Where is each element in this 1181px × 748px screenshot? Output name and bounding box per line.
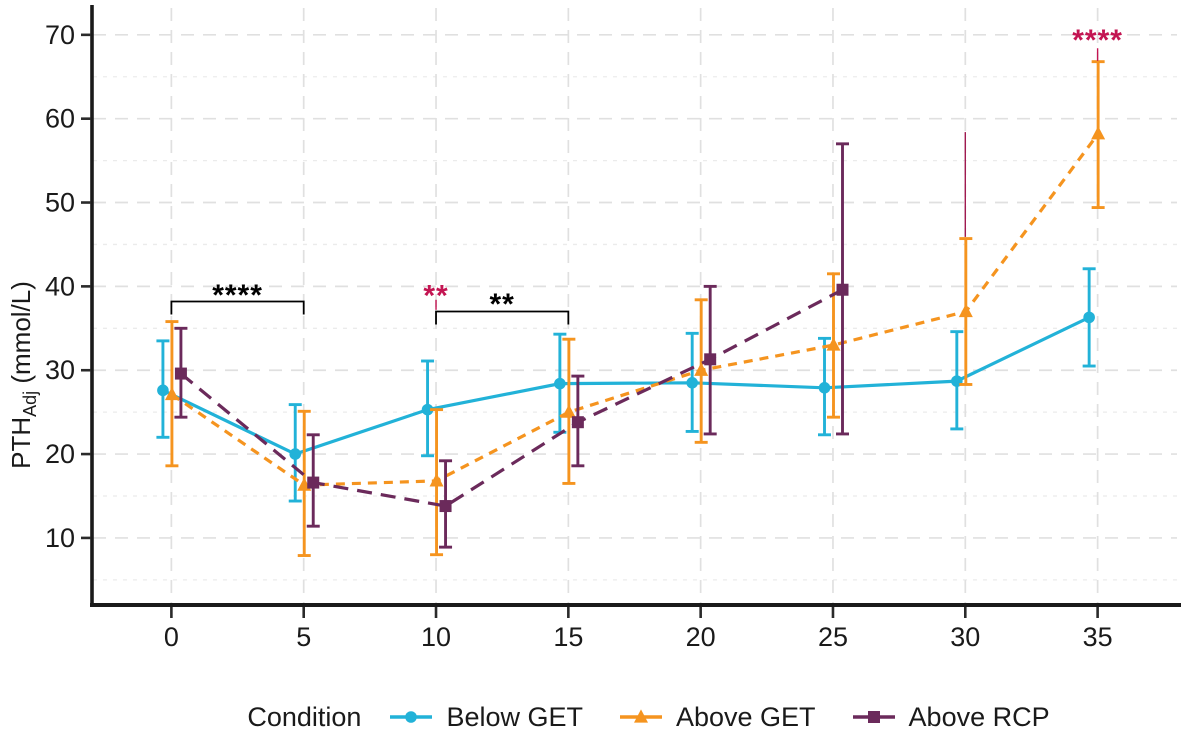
- significance-stars: ****: [1072, 24, 1123, 57]
- y-tick-label: 60: [45, 104, 75, 134]
- y-tick-label: 70: [45, 20, 75, 50]
- x-tick-label: 5: [296, 622, 311, 652]
- y-axis-title: PTHAdj (mmol/L): [6, 281, 40, 469]
- data-point-marker: [307, 476, 320, 489]
- legend-item-below-get: Below GET: [387, 702, 583, 733]
- legend-key-square-icon: [852, 711, 895, 723]
- x-tick-label: 20: [686, 622, 716, 652]
- data-point-marker: [818, 382, 831, 394]
- series-line: [162, 315, 1090, 456]
- series-line: [179, 288, 844, 508]
- legend-item-above-rcp: Above RCP: [850, 702, 1050, 733]
- x-tick-label: 15: [553, 622, 583, 652]
- legend-label: Below GET: [446, 701, 583, 732]
- legend-items: Below GET Above GET Above RCP: [387, 702, 1050, 733]
- legend-key-circle-icon: [390, 711, 433, 723]
- x-tick-label: 0: [164, 622, 179, 652]
- x-tick-label: 30: [950, 622, 980, 652]
- legend-title: Condition: [247, 701, 362, 732]
- data-point-marker: [421, 403, 434, 416]
- x-tick-label: 10: [421, 622, 451, 652]
- significance-stars: **: [490, 288, 515, 321]
- y-tick-label: 30: [45, 355, 75, 385]
- significance-bracket: [170, 300, 305, 315]
- significance-stars: **: [423, 280, 448, 313]
- data-point-marker: [958, 303, 973, 318]
- y-tick-label: 40: [45, 271, 75, 301]
- data-point-marker: [1091, 126, 1106, 140]
- data-point-marker: [429, 473, 444, 487]
- legend-item-above-get: Above GET: [617, 702, 816, 733]
- axes: 0 5 10 15 20 25 30 35 10 20 30 40 50 60 70: [45, 5, 1181, 652]
- y-tick-label: 20: [45, 439, 75, 469]
- significance-bracket: [435, 310, 570, 325]
- data-point-marker: [157, 384, 169, 397]
- data-point-marker: [164, 386, 179, 401]
- chart-canvas: 0 5 10 15 20 25 30 35 10 20 30 40 50 60 70 PTHAdj (mmol…: [6, 5, 1181, 652]
- data-point-marker: [405, 711, 418, 723]
- data-point-marker: [554, 377, 566, 390]
- legend-label: Above GET: [675, 701, 816, 732]
- data-point-marker: [571, 416, 584, 429]
- data-point-marker: [289, 448, 302, 460]
- data-point-marker: [694, 362, 709, 376]
- legend: Condition Below GET Above GET Above RCP: [58, 692, 1181, 742]
- x-tick-label: 35: [1083, 622, 1113, 652]
- data-point-marker: [836, 283, 849, 296]
- data-point-marker: [561, 404, 576, 418]
- data-point-marker: [867, 711, 880, 723]
- data-point-marker: [439, 500, 452, 513]
- series-below-get: [156, 267, 1096, 503]
- data-point-marker: [174, 367, 187, 380]
- data-point-marker: [686, 377, 698, 389]
- y-tick-label: 50: [45, 188, 75, 218]
- x-tick-label: 25: [818, 622, 848, 652]
- series-above-get: [164, 60, 1106, 557]
- significance-annotations: **** ********: [170, 24, 1123, 325]
- data-point-marker: [704, 353, 717, 366]
- y-tick-label: 10: [45, 523, 75, 553]
- data-point-marker: [826, 337, 841, 351]
- data-point-marker: [1083, 311, 1095, 324]
- data-point-marker: [633, 709, 648, 723]
- significance-stars: ****: [212, 279, 263, 312]
- legend-key-triangle-icon: [619, 709, 662, 723]
- legend-label: Above RCP: [908, 701, 1050, 732]
- series-above-rcp: [174, 142, 850, 549]
- series-line: [171, 132, 1100, 487]
